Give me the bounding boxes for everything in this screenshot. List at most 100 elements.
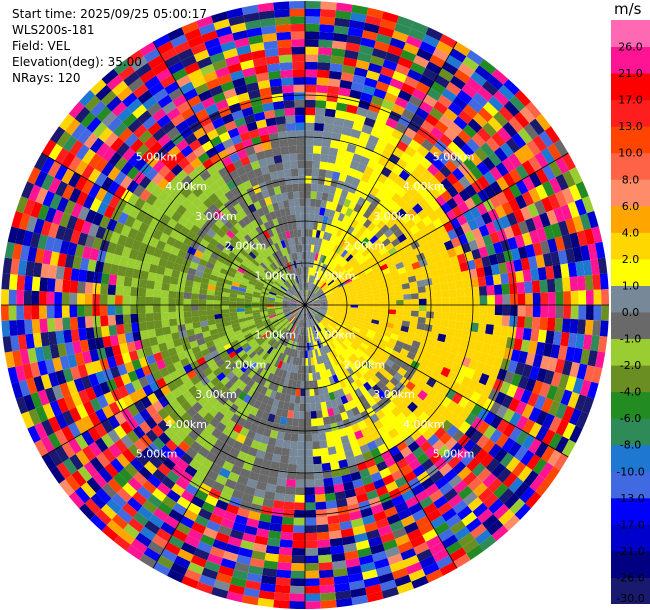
velocity-gate [23, 198, 36, 216]
velocity-gate [194, 269, 204, 278]
velocity-gate [29, 361, 41, 378]
velocity-gate [305, 418, 312, 427]
velocity-gate [69, 139, 84, 156]
velocity-gate [510, 223, 522, 237]
velocity-gate [160, 250, 171, 261]
velocity-gate [371, 315, 381, 321]
velocity-gate [375, 517, 390, 530]
velocity-gate [350, 372, 359, 382]
velocity-gate [186, 417, 199, 430]
velocity-gate [293, 252, 298, 261]
velocity-gate [401, 192, 413, 203]
velocity-gate [34, 153, 49, 171]
velocity-gate [450, 154, 464, 168]
velocity-gate [391, 128, 404, 141]
velocity-gate [415, 489, 430, 503]
velocity-gate [199, 63, 216, 76]
velocity-gate [318, 39, 333, 49]
velocity-gate [381, 204, 392, 215]
velocity-gate [301, 282, 304, 290]
velocity-gate [184, 252, 194, 262]
velocity-gate [137, 89, 154, 105]
velocity-gate [21, 181, 35, 199]
velocity-gate [395, 309, 404, 316]
velocity-gate [194, 434, 207, 447]
velocity-gate [210, 462, 223, 475]
velocity-gate [446, 273, 456, 283]
velocity-gate [239, 339, 248, 347]
velocity-gate [411, 340, 421, 349]
velocity-gate [175, 394, 187, 406]
velocity-gate [271, 286, 279, 292]
velocity-gate [335, 590, 352, 600]
velocity-gate [358, 44, 374, 56]
velocity-gate [282, 320, 289, 327]
velocity-gate [109, 366, 121, 379]
velocity-gate [242, 225, 252, 235]
velocity-gate [375, 358, 385, 368]
velocity-gate [310, 309, 317, 316]
velocity-gate [360, 410, 370, 421]
velocity-gate [251, 550, 266, 561]
velocity-gate [172, 67, 188, 82]
velocity-gate [375, 33, 392, 45]
velocity-gate [406, 269, 416, 278]
velocity-gate [569, 361, 581, 378]
velocity-gate [106, 74, 124, 91]
velocity-gate [92, 236, 103, 250]
velocity-gate [380, 312, 389, 319]
velocity-gate [358, 99, 371, 110]
velocity-gate [289, 593, 305, 602]
velocity-gate [483, 265, 493, 277]
velocity-gate [135, 387, 148, 400]
velocity-gate [355, 318, 364, 324]
velocity-gate [76, 305, 85, 317]
velocity-gate [175, 458, 189, 472]
range-ring-label: 1.00km [314, 329, 356, 342]
velocity-gate [262, 498, 275, 508]
velocity-gate [273, 599, 290, 609]
velocity-gate [284, 321, 291, 329]
velocity-gate [305, 585, 321, 594]
velocity-gate [274, 322, 282, 329]
velocity-gate [270, 317, 278, 323]
velocity-gate [358, 301, 366, 305]
velocity-gate [391, 567, 409, 580]
velocity-gate [104, 132, 119, 148]
velocity-gate [88, 223, 100, 237]
velocity-gate [308, 229, 313, 237]
velocity-gate [218, 194, 230, 205]
velocity-gate [249, 277, 258, 284]
velocity-gate [411, 261, 421, 270]
velocity-gate [433, 311, 442, 320]
velocity-gate [357, 234, 367, 243]
velocity-gate [352, 525, 366, 536]
velocity-gate [418, 522, 435, 536]
velocity-gate [463, 157, 477, 172]
velocity-gate [182, 258, 192, 268]
velocity-gate [469, 206, 482, 219]
velocity-gate [323, 123, 334, 133]
velocity-gate [255, 234, 264, 244]
velocity-gate [317, 62, 331, 71]
velocity-gate [150, 255, 161, 266]
velocity-gate [361, 29, 378, 41]
velocity-gate [243, 345, 252, 353]
velocity-gate [133, 157, 147, 172]
velocity-gate [274, 298, 283, 302]
velocity-gate [207, 256, 217, 265]
velocity-gate [453, 480, 468, 494]
velocity-gate [318, 310, 327, 315]
velocity-gate [198, 574, 216, 587]
velocity-gate [233, 397, 243, 407]
velocity-gate [396, 197, 408, 209]
velocity-gate [359, 131, 371, 142]
velocity-gate [133, 400, 146, 413]
velocity-gate [305, 107, 316, 116]
velocity-gate [181, 423, 194, 435]
velocity-gate [62, 367, 74, 383]
velocity-gate [418, 310, 427, 318]
velocity-gate [308, 327, 312, 336]
colorbar-tick-label: -10.0 [616, 465, 644, 478]
velocity-gate [395, 294, 404, 301]
